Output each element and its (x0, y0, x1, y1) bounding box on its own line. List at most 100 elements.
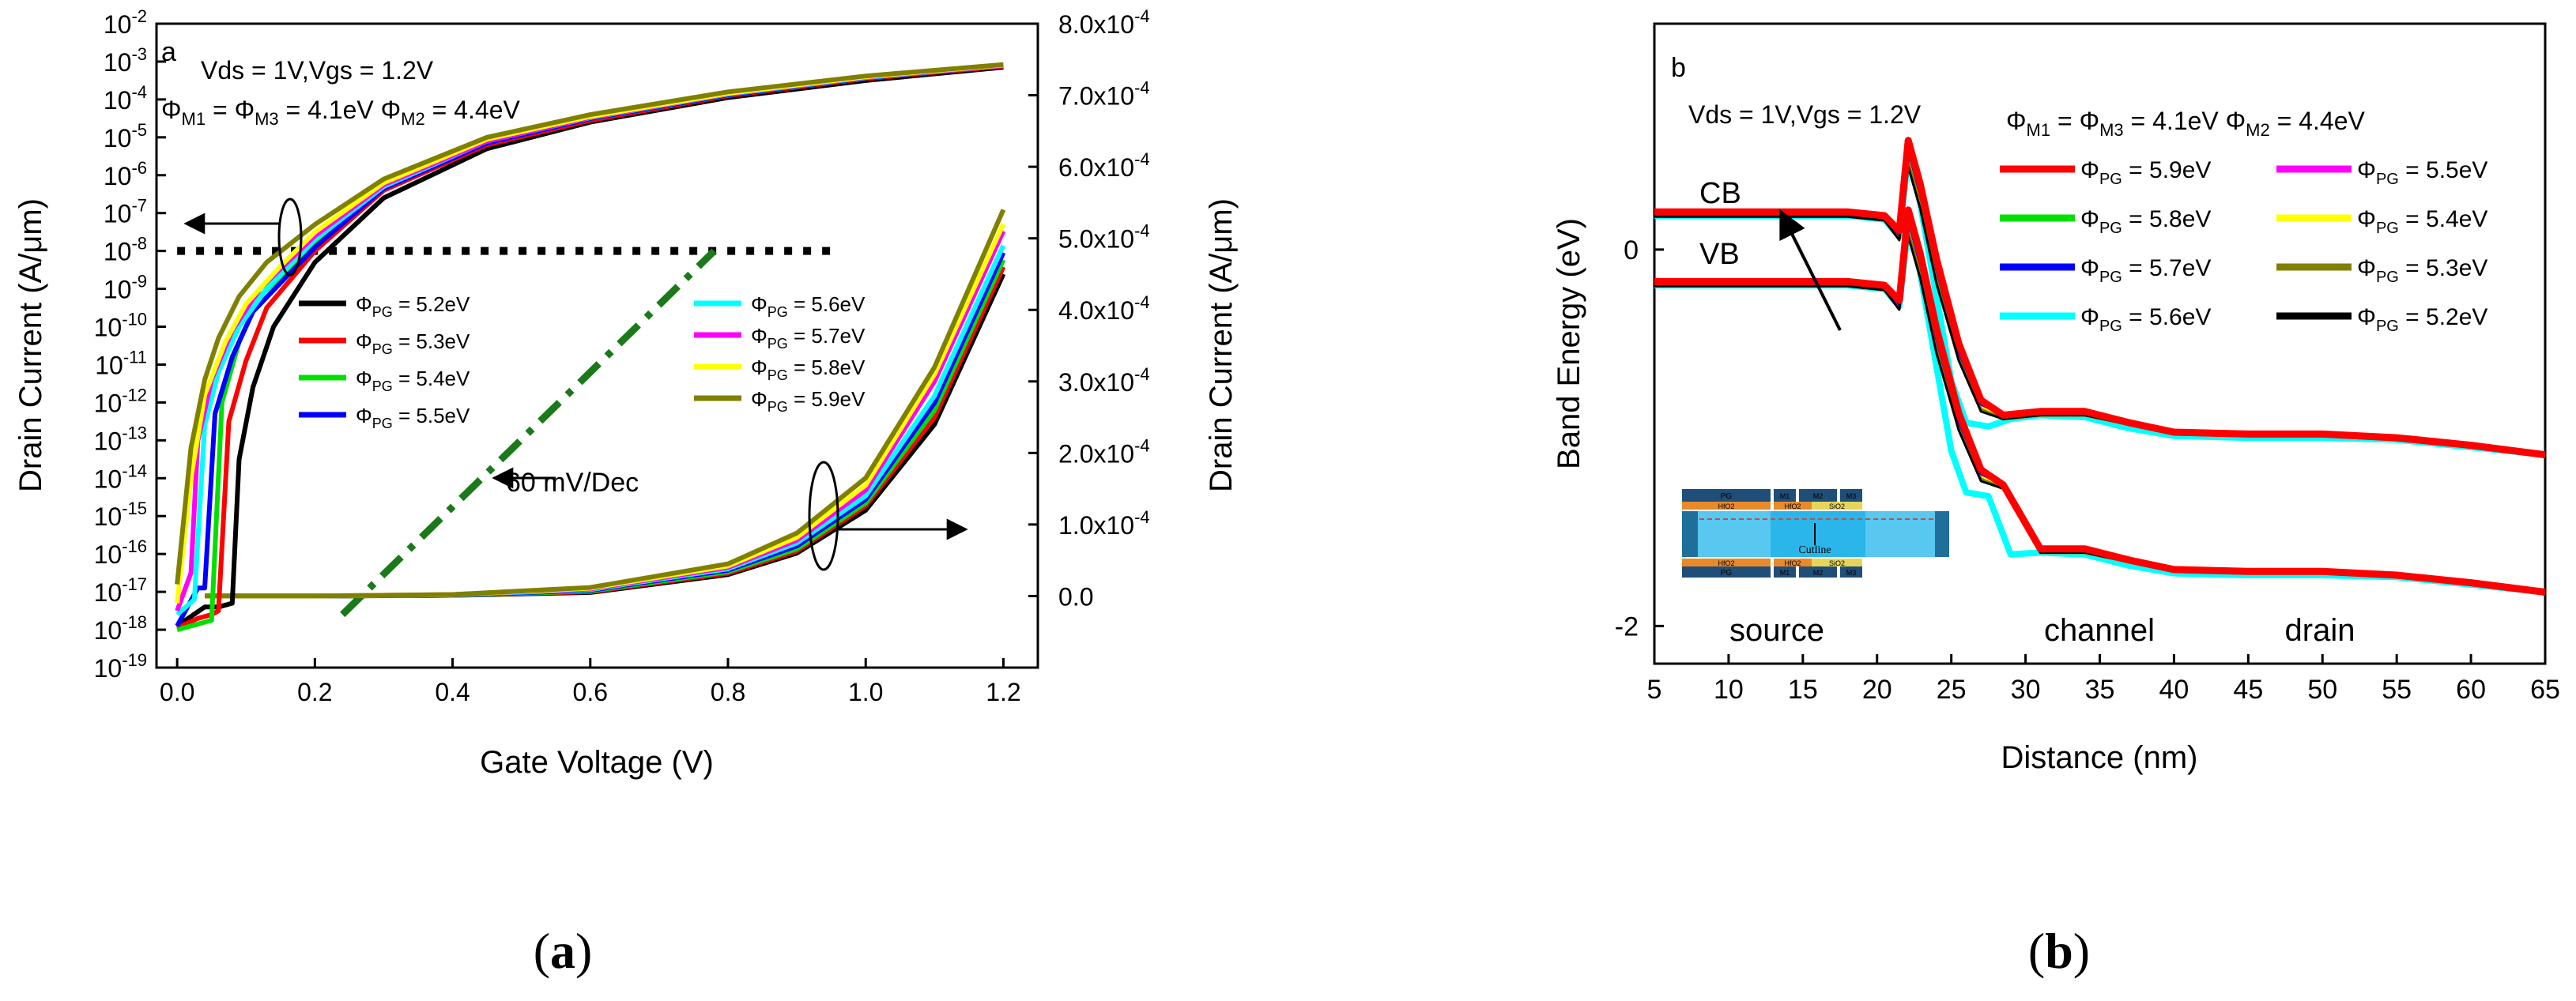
panel-a-left-y-label: Drain Current (A/μm) (13, 198, 48, 492)
inset-m3-label-bottom: M3 (1846, 569, 1857, 577)
legend-label: ΦPG = 5.4eV (356, 367, 470, 394)
left-y-tick-label: 10-4 (104, 82, 147, 115)
linear-series-line (205, 244, 1006, 599)
panel-b-legend: ΦPG = 5.9eV ΦPG = 5.5eV ΦPG = 5.8eV ΦPG = 5… (2000, 157, 2487, 335)
x-tick-label: 15 (1788, 675, 1818, 705)
inset-pg-label-top: PG (1721, 492, 1733, 501)
x-tick-label: 10 (1714, 675, 1744, 705)
inset-m3-label-top: M3 (1846, 492, 1857, 500)
log-series-line (175, 63, 1004, 630)
right-y-tick-label: 5.0x10-4 (1058, 221, 1150, 254)
right-y-tick-label: 8.0x10-4 (1058, 6, 1150, 39)
x-tick-label: 0.8 (711, 678, 745, 706)
legend-label: ΦPG = 5.3eV (356, 329, 470, 357)
panel-a-bias-annotation: Vds = 1V,Vgs = 1.2V (201, 56, 434, 85)
left-y-tick-label: 10-2 (104, 6, 147, 39)
linear-series-line (205, 258, 1006, 599)
inset-oxide-label-bottom: HfO2 (1718, 559, 1734, 567)
inset-m2-label-top: M2 (1813, 492, 1824, 500)
x-tick-label: 25 (1937, 675, 1967, 705)
legend-label: ΦPG = 5.5eV (356, 404, 470, 431)
left-y-tick-label: 10-13 (94, 423, 147, 455)
slope-annotation: 60 mV/Dec (506, 468, 639, 498)
inset-m1-label-bottom: M1 (1780, 569, 1790, 577)
inset-spacer-label-top: SiO2 (1829, 502, 1845, 510)
inset-spacer-top (1812, 502, 1862, 510)
linear-series-line (205, 223, 1006, 599)
inset-oxide-top (1682, 502, 1771, 510)
x-tick-label: 1.0 (848, 678, 883, 706)
right-y-tick-label: 3.0x10-4 (1058, 364, 1150, 397)
linear-series-line (205, 273, 1006, 599)
panel-b-series (1654, 137, 2545, 596)
legend-label: ΦPG = 5.6eV (2080, 304, 2211, 335)
left-y-tick-label: 10-15 (94, 499, 147, 531)
panel-b-work-function-annotation: ΦM1 = ΦM3 = 4.1eV ΦM2 = 4.4eV (2006, 107, 2365, 140)
inset-oxide-label-top: HfO2 (1718, 502, 1734, 510)
panel-a-x-label: Gate Voltage (V) (480, 745, 714, 780)
log-curves-ellipse (277, 198, 303, 277)
legend-label: ΦPG = 5.9eV (751, 387, 866, 415)
inset-oxide-gate-label-bottom: HfO2 (1784, 559, 1801, 567)
inset-gate-m2-top (1799, 489, 1837, 502)
inset-gate-m3-bottom (1840, 566, 1862, 578)
inset-gate-m1-bottom (1774, 566, 1796, 578)
panel-a-legend: ΦPG = 5.2eV ΦPG = 5.3eV ΦPG = 5.4eV ΦPG = 5… (299, 292, 866, 431)
conduction-band-line (1654, 137, 2545, 459)
left-y-tick-label: 10-16 (94, 536, 147, 569)
x-tick-label: 65 (2530, 675, 2560, 705)
legend-label: ΦPG = 5.6eV (751, 292, 866, 320)
panel-b-y-label: Band Energy (eV) (1552, 218, 1586, 469)
log-series-line (176, 62, 1004, 632)
x-tick-label: 20 (1862, 675, 1892, 705)
x-tick-label: 0.6 (573, 678, 608, 706)
log-series-line (175, 62, 1004, 604)
panel-a-frame (155, 22, 1039, 669)
x-tick-label: 40 (2159, 675, 2189, 705)
legend-label: ΦPG = 5.7eV (751, 324, 866, 352)
inset-source-contact (1682, 511, 1698, 557)
left-y-tick-label: 10-14 (94, 461, 147, 493)
valence-band-line (1654, 206, 2545, 596)
conduction-band-line (1654, 144, 2545, 457)
panel-a: 10-19 10-18 10-17 10-16 10-15 10-14 10-13 10-12… (13, 6, 1239, 979)
left-y-tick-label: 10-6 (104, 158, 147, 190)
inset-oxide-bottom (1682, 559, 1771, 566)
log-series-line (175, 62, 1004, 627)
inset-polarity-gate-bottom (1682, 566, 1771, 578)
x-tick-label: 0.4 (435, 678, 470, 706)
right-y-tick-label: 1.0x10-4 (1058, 507, 1150, 540)
linear-curves-ellipse (808, 461, 839, 571)
left-y-tick-label: 10-18 (94, 612, 147, 645)
left-y-tick-label: 10-12 (94, 385, 147, 417)
inset-m2-label-bottom: M2 (1813, 569, 1824, 577)
region-drain-label: drain (2285, 613, 2355, 648)
inset-spacer-label-bottom: SiO2 (1829, 559, 1845, 567)
inset-polarity-gate-top (1682, 489, 1771, 502)
inset-pg-label-bottom: PG (1721, 569, 1733, 578)
panel-b-caption: (b) (2028, 923, 2090, 979)
panel-a-log-series (175, 62, 1004, 632)
legend-label: ΦPG = 5.2eV (356, 292, 470, 320)
region-source-label: source (1729, 613, 1824, 648)
x-tick-label: 30 (2011, 675, 2041, 705)
legend-label: ΦPG = 5.5eV (2357, 157, 2487, 188)
legend-label: ΦPG = 5.9eV (2080, 157, 2211, 188)
legend-label: ΦPG = 5.4eV (2357, 206, 2487, 237)
x-tick-label: 35 (2085, 675, 2115, 705)
inset-drain-contact (1935, 511, 1949, 557)
right-y-tick-label: 2.0x10-4 (1058, 435, 1150, 468)
device-cross-section-inset: Cutline PG HfO2 M1 M2 M3 HfO2 SiO2 HfO2 … (1682, 489, 1949, 578)
inset-spacer-bottom (1812, 559, 1862, 566)
panel-b-bias-annotation: Vds = 1V,Vgs = 1.2V (1688, 100, 1922, 129)
x-tick-label: 1.2 (986, 678, 1020, 706)
region-channel-label: channel (2044, 613, 2155, 648)
panel-b-x-label: Distance (nm) (2001, 740, 2198, 775)
x-tick-label: 0.2 (297, 678, 332, 706)
panel-a-left-axis: 10-19 10-18 10-17 10-16 10-15 10-14 10-13 10-12… (94, 6, 166, 683)
cb-label: CB (1699, 177, 1741, 210)
x-tick-label: 55 (2382, 675, 2412, 705)
y-tick-label: 0 (1624, 235, 1639, 265)
inset-oxide-gate-label-top: HfO2 (1784, 502, 1801, 510)
